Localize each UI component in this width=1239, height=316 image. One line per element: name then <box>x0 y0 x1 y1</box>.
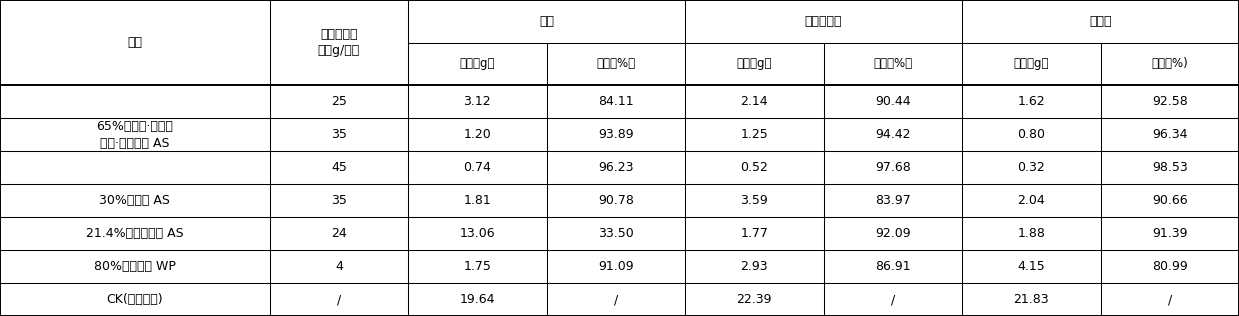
Text: 21.4%三氟羧草醚 AS: 21.4%三氟羧草醚 AS <box>85 227 183 240</box>
Text: 94.42: 94.42 <box>875 128 911 141</box>
Text: 鲜重（g）: 鲜重（g） <box>1014 58 1049 70</box>
Text: 防效（%）: 防效（%） <box>596 58 636 70</box>
Text: 处理: 处理 <box>128 36 142 49</box>
Text: 防效（%）: 防效（%） <box>873 58 912 70</box>
Text: 96.23: 96.23 <box>598 161 633 174</box>
Text: 90.78: 90.78 <box>598 194 634 207</box>
Text: 4: 4 <box>335 260 343 273</box>
Text: 13.06: 13.06 <box>460 227 496 240</box>
Text: 22.39: 22.39 <box>736 293 772 306</box>
Text: 2.14: 2.14 <box>741 95 768 108</box>
Text: 65%草甘膦·三氟羧
草醚·嘧草硫醚 AS: 65%草甘膦·三氟羧 草醚·嘧草硫醚 AS <box>97 120 173 150</box>
Text: 鲜重（g）: 鲜重（g） <box>736 58 772 70</box>
Text: 1.75: 1.75 <box>463 260 492 273</box>
Text: 0.32: 0.32 <box>1017 161 1046 174</box>
Text: 三叶鬼针草: 三叶鬼针草 <box>805 15 843 28</box>
Text: 0.80: 0.80 <box>1017 128 1046 141</box>
Text: 80.99: 80.99 <box>1152 260 1188 273</box>
Text: 24: 24 <box>331 227 347 240</box>
Text: 92.58: 92.58 <box>1152 95 1188 108</box>
Text: 2.93: 2.93 <box>741 260 768 273</box>
Text: 1.20: 1.20 <box>463 128 491 141</box>
Text: 35: 35 <box>331 128 347 141</box>
Text: 3.59: 3.59 <box>741 194 768 207</box>
Text: 1.25: 1.25 <box>741 128 768 141</box>
Text: 防效（%): 防效（%) <box>1151 58 1188 70</box>
Text: 4.15: 4.15 <box>1017 260 1046 273</box>
Text: /: / <box>337 293 341 306</box>
Text: 0.74: 0.74 <box>463 161 492 174</box>
Text: /: / <box>613 293 618 306</box>
Text: 83.97: 83.97 <box>875 194 911 207</box>
Text: 92.09: 92.09 <box>875 227 911 240</box>
Text: 19.64: 19.64 <box>460 293 496 306</box>
Text: 1.81: 1.81 <box>463 194 491 207</box>
Text: 90.44: 90.44 <box>875 95 911 108</box>
Text: 98.53: 98.53 <box>1152 161 1188 174</box>
Text: 25: 25 <box>331 95 347 108</box>
Text: CK(清水对照): CK(清水对照) <box>107 293 164 306</box>
Text: 84.11: 84.11 <box>598 95 633 108</box>
Text: /: / <box>891 293 895 306</box>
Text: 96.34: 96.34 <box>1152 128 1187 141</box>
Text: 有效成分用
量（g/亩）: 有效成分用 量（g/亩） <box>317 28 361 57</box>
Text: 30%草甘膦 AS: 30%草甘膦 AS <box>99 194 170 207</box>
Text: 1.88: 1.88 <box>1017 227 1046 240</box>
Text: 鲜重（g）: 鲜重（g） <box>460 58 496 70</box>
Text: 33.50: 33.50 <box>598 227 633 240</box>
Text: 2.04: 2.04 <box>1017 194 1046 207</box>
Text: 97.68: 97.68 <box>875 161 911 174</box>
Text: 93.89: 93.89 <box>598 128 633 141</box>
Text: 91.39: 91.39 <box>1152 227 1187 240</box>
Text: 3.12: 3.12 <box>463 95 491 108</box>
Text: 90.66: 90.66 <box>1152 194 1187 207</box>
Text: 45: 45 <box>331 161 347 174</box>
Text: 0.52: 0.52 <box>741 161 768 174</box>
Text: 1.77: 1.77 <box>741 227 768 240</box>
Text: 香附子: 香附子 <box>1089 15 1111 28</box>
Text: 1.62: 1.62 <box>1017 95 1046 108</box>
Text: 马唐: 马唐 <box>539 15 554 28</box>
Text: 35: 35 <box>331 194 347 207</box>
Text: /: / <box>1167 293 1172 306</box>
Text: 21.83: 21.83 <box>1014 293 1049 306</box>
Text: 86.91: 86.91 <box>875 260 911 273</box>
Text: 80%嘧草硫醚 WP: 80%嘧草硫醚 WP <box>94 260 176 273</box>
Text: 91.09: 91.09 <box>598 260 633 273</box>
